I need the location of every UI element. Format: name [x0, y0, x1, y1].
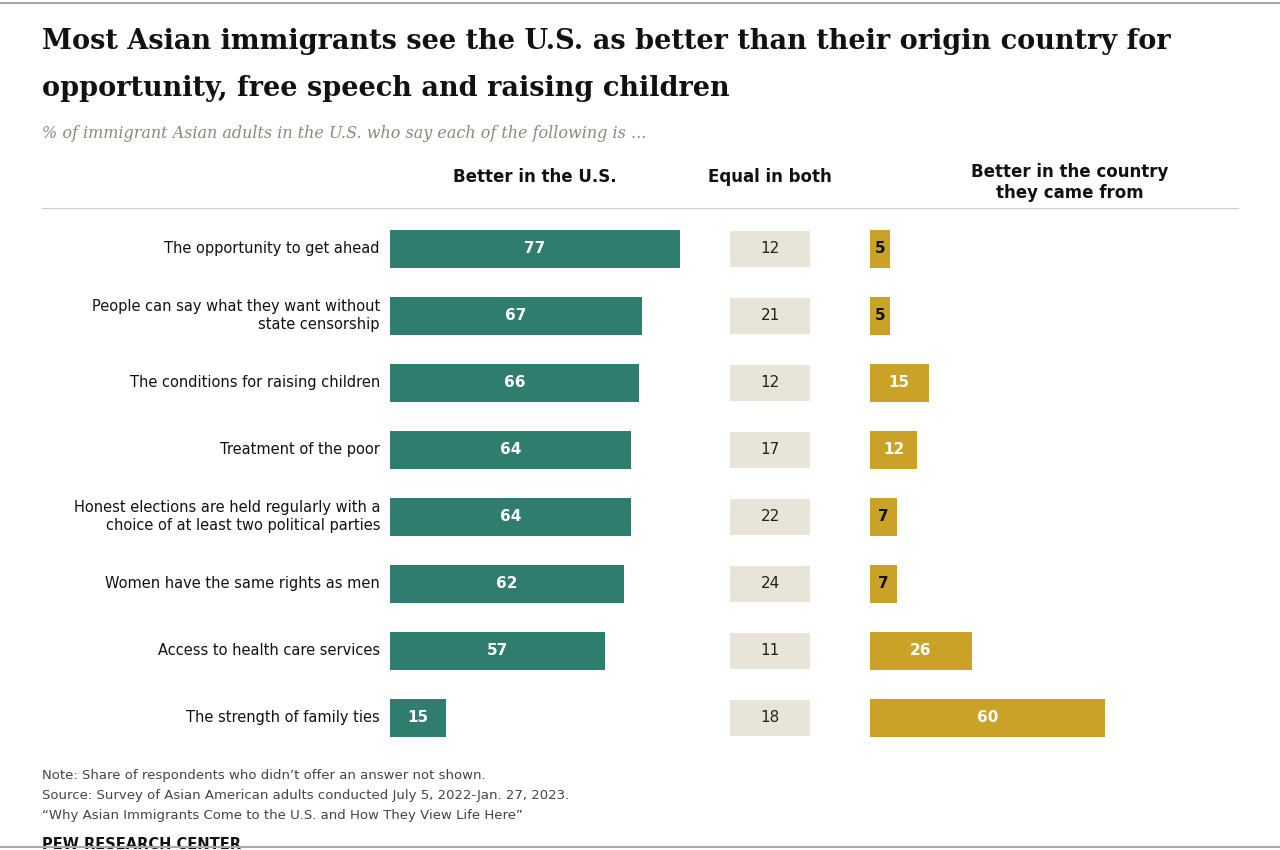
Bar [870, 497, 897, 536]
Text: 15: 15 [888, 375, 910, 390]
Text: 67: 67 [506, 308, 527, 323]
Text: Access to health care services: Access to health care services [157, 643, 380, 658]
Text: 5: 5 [874, 308, 884, 323]
Bar [730, 432, 810, 468]
Text: 22: 22 [760, 509, 780, 524]
Text: 12: 12 [883, 442, 904, 457]
Bar [870, 699, 1105, 736]
Bar [390, 364, 639, 401]
Text: 5: 5 [874, 241, 884, 256]
Text: Equal in both: Equal in both [708, 168, 832, 186]
Text: PEW RESEARCH CENTER: PEW RESEARCH CENTER [42, 837, 241, 850]
Text: Note: Share of respondents who didn’t offer an answer not shown.: Note: Share of respondents who didn’t of… [42, 769, 485, 782]
Bar [390, 699, 447, 736]
Text: 7: 7 [878, 576, 890, 591]
Text: Better in the country
they came from: Better in the country they came from [972, 163, 1169, 201]
Text: 62: 62 [497, 576, 517, 591]
Text: The conditions for raising children: The conditions for raising children [129, 375, 380, 390]
Text: The strength of family ties: The strength of family ties [187, 710, 380, 725]
Text: 18: 18 [760, 710, 780, 725]
Text: 12: 12 [760, 241, 780, 256]
Text: Source: Survey of Asian American adults conducted July 5, 2022-Jan. 27, 2023.: Source: Survey of Asian American adults … [42, 789, 570, 802]
Bar [870, 430, 916, 468]
Text: 64: 64 [499, 442, 521, 457]
Text: opportunity, free speech and raising children: opportunity, free speech and raising chi… [42, 75, 730, 102]
Text: 77: 77 [525, 241, 545, 256]
Text: Most Asian immigrants see the U.S. as better than their origin country for: Most Asian immigrants see the U.S. as be… [42, 28, 1171, 55]
Text: 11: 11 [760, 643, 780, 658]
Text: Women have the same rights as men: Women have the same rights as men [105, 576, 380, 591]
Text: The opportunity to get ahead: The opportunity to get ahead [165, 241, 380, 256]
Bar [730, 298, 810, 333]
Text: 57: 57 [486, 643, 508, 658]
Text: 17: 17 [760, 442, 780, 457]
Bar [390, 497, 631, 536]
Bar [730, 565, 810, 602]
Bar [730, 632, 810, 668]
Bar [730, 498, 810, 535]
Bar [870, 564, 897, 603]
Bar [390, 297, 643, 335]
Bar [870, 364, 929, 401]
Bar [390, 430, 631, 468]
Text: Treatment of the poor: Treatment of the poor [220, 442, 380, 457]
Bar [390, 230, 680, 268]
Text: 66: 66 [503, 375, 525, 390]
Bar [390, 632, 604, 670]
Text: 15: 15 [408, 710, 429, 725]
Bar [730, 230, 810, 267]
Text: Honest elections are held regularly with a
choice of at least two political part: Honest elections are held regularly with… [73, 501, 380, 533]
Text: % of immigrant Asian adults in the U.S. who say each of the following is ...: % of immigrant Asian adults in the U.S. … [42, 125, 646, 142]
Bar [730, 700, 810, 735]
Text: 24: 24 [760, 576, 780, 591]
Text: “Why Asian Immigrants Come to the U.S. and How They View Life Here”: “Why Asian Immigrants Come to the U.S. a… [42, 809, 522, 822]
Bar [390, 564, 623, 603]
Text: 26: 26 [910, 643, 932, 658]
Text: Better in the U.S.: Better in the U.S. [453, 168, 617, 186]
Bar [730, 365, 810, 400]
Bar [870, 297, 890, 335]
Text: People can say what they want without
state censorship: People can say what they want without st… [92, 299, 380, 332]
Text: 64: 64 [499, 509, 521, 524]
Bar [870, 632, 972, 670]
Text: 60: 60 [977, 710, 998, 725]
Text: 21: 21 [760, 308, 780, 323]
Text: 12: 12 [760, 375, 780, 390]
Text: 7: 7 [878, 509, 890, 524]
Bar [870, 230, 890, 268]
